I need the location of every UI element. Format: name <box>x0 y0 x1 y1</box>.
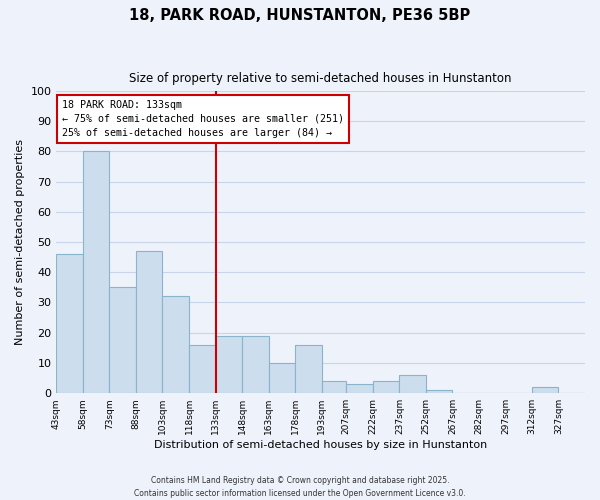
Bar <box>373 381 400 393</box>
Bar <box>295 345 322 393</box>
Bar <box>136 251 163 393</box>
X-axis label: Distribution of semi-detached houses by size in Hunstanton: Distribution of semi-detached houses by … <box>154 440 487 450</box>
Text: 18 PARK ROAD: 133sqm
← 75% of semi-detached houses are smaller (251)
25% of semi: 18 PARK ROAD: 133sqm ← 75% of semi-detac… <box>62 100 344 138</box>
Title: Size of property relative to semi-detached houses in Hunstanton: Size of property relative to semi-detach… <box>130 72 512 86</box>
Bar <box>56 254 83 393</box>
Bar <box>322 381 346 393</box>
Bar <box>426 390 452 393</box>
Bar <box>269 363 295 393</box>
Bar <box>189 345 215 393</box>
Bar <box>532 387 559 393</box>
Bar <box>346 384 373 393</box>
Bar <box>242 336 269 393</box>
Bar <box>163 296 189 393</box>
Bar <box>215 336 242 393</box>
Bar <box>83 152 109 393</box>
Text: Contains HM Land Registry data © Crown copyright and database right 2025.
Contai: Contains HM Land Registry data © Crown c… <box>134 476 466 498</box>
Bar <box>400 375 426 393</box>
Text: 18, PARK ROAD, HUNSTANTON, PE36 5BP: 18, PARK ROAD, HUNSTANTON, PE36 5BP <box>130 8 470 22</box>
Y-axis label: Number of semi-detached properties: Number of semi-detached properties <box>15 139 25 345</box>
Bar <box>109 288 136 393</box>
